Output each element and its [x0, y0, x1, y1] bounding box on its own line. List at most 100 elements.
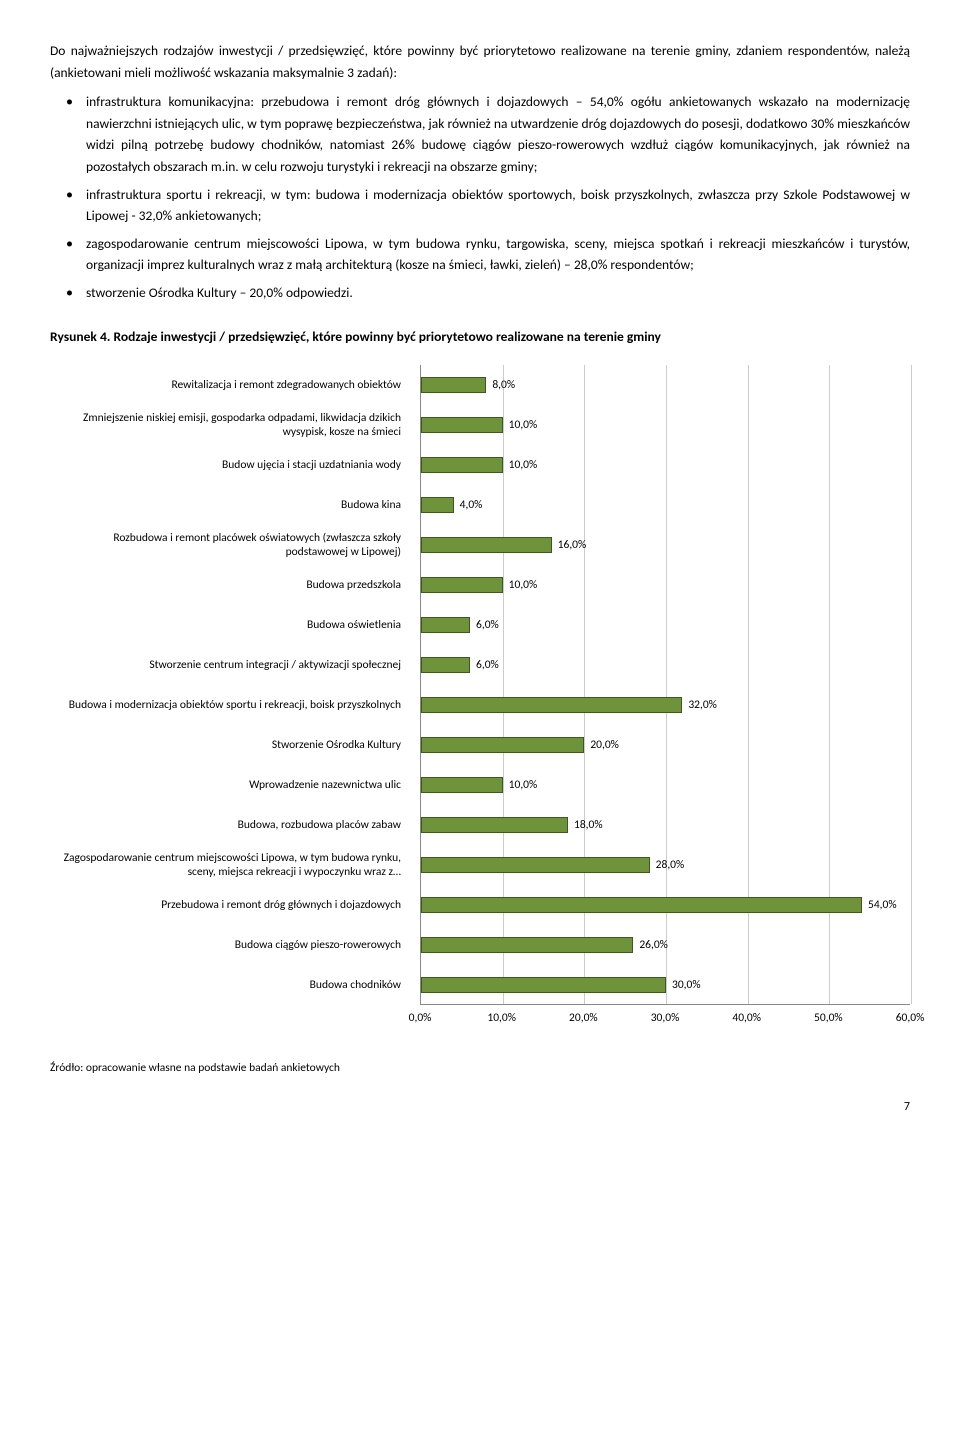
- chart-category-label: Budowa kina: [51, 498, 411, 512]
- chart-bar-fill: [421, 697, 682, 713]
- chart-value-label: 16,0%: [558, 536, 587, 554]
- chart-bar: 30,0%: [421, 977, 701, 993]
- chart-row: Budow ujęcia i stacji uzdatniania wody 10…: [51, 445, 910, 485]
- chart-category-label: Wprowadzenie nazewnictwa ulic: [51, 778, 411, 792]
- chart-row: Budowa, rozbudowa placów zabaw 18,0%: [51, 805, 910, 845]
- chart-category-label: Budowa i modernizacja obiektów sportu i …: [51, 698, 411, 712]
- chart-row: Zmniejszenie niskiej emisji, gospodarka …: [51, 405, 910, 445]
- chart-category-label: Budowa, rozbudowa placów zabaw: [51, 818, 411, 832]
- chart-bar-fill: [421, 577, 503, 593]
- chart-row: Budowa chodników 30,0%: [51, 965, 910, 1005]
- chart-value-label: 8,0%: [492, 376, 515, 394]
- chart-row: Rozbudowa i remont placówek oświatowych …: [51, 525, 910, 565]
- chart-row: Rewitalizacja i remont zdegradowanych ob…: [51, 365, 910, 405]
- chart-bar-fill: [421, 457, 503, 473]
- chart-category-label: Stworzenie Ośrodka Kultury: [51, 738, 411, 752]
- chart-bar-fill: [421, 417, 503, 433]
- chart-value-label: 54,0%: [868, 896, 897, 914]
- chart-row: Przebudowa i remont dróg głównych i doja…: [51, 885, 910, 925]
- chart-value-label: 4,0%: [460, 496, 483, 514]
- list-item: infrastruktura komunikacyjna: przebudowa…: [50, 91, 910, 177]
- chart-bar: 10,0%: [421, 777, 537, 793]
- chart-x-tick: 0,0%: [409, 1009, 432, 1027]
- chart-row: Stworzenie Ośrodka Kultury 20,0%: [51, 725, 910, 765]
- chart-x-tick: 40,0%: [732, 1009, 761, 1027]
- chart-category-label: Zagospodarowanie centrum miejscowości Li…: [51, 851, 411, 880]
- chart-x-tick: 20,0%: [569, 1009, 598, 1027]
- chart-row: Wprowadzenie nazewnictwa ulic 10,0%: [51, 765, 910, 805]
- chart-bar: 54,0%: [421, 897, 897, 913]
- chart-category-label: Przebudowa i remont dróg głównych i doja…: [51, 898, 411, 912]
- chart-bar-fill: [421, 817, 568, 833]
- chart-value-label: 10,0%: [509, 776, 538, 794]
- chart-x-axis: 0,0%10,0%20,0%30,0%40,0%50,0%60,0%: [420, 1005, 910, 1029]
- chart-bar: 26,0%: [421, 937, 668, 953]
- chart-bar-fill: [421, 977, 666, 993]
- figure-title: Rysunek 4. Rodzaje inwestycji / przedsię…: [50, 326, 910, 348]
- chart-value-label: 6,0%: [476, 656, 499, 674]
- bar-chart: Rewitalizacja i remont zdegradowanych ob…: [50, 365, 910, 1029]
- chart-bar-fill: [421, 737, 584, 753]
- chart-row: Budowa przedszkola 10,0%: [51, 565, 910, 605]
- chart-bar-fill: [421, 857, 650, 873]
- chart-category-label: Zmniejszenie niskiej emisji, gospodarka …: [51, 411, 411, 440]
- chart-value-label: 10,0%: [509, 576, 538, 594]
- chart-row: Zagospodarowanie centrum miejscowości Li…: [51, 845, 910, 885]
- chart-value-label: 10,0%: [509, 456, 538, 474]
- chart-row: Budowa oświetlenia 6,0%: [51, 605, 910, 645]
- chart-bar-fill: [421, 897, 862, 913]
- chart-bar: 8,0%: [421, 377, 515, 393]
- chart-category-label: Budow ujęcia i stacji uzdatniania wody: [51, 458, 411, 472]
- intro-paragraph: Do najważniejszych rodzajów inwestycji /…: [50, 40, 910, 83]
- chart-bar: 28,0%: [421, 857, 684, 873]
- chart-bar-fill: [421, 497, 454, 513]
- source-note: Źródło: opracowanie własne na podstawie …: [50, 1059, 910, 1077]
- chart-x-tick: 50,0%: [814, 1009, 843, 1027]
- chart-gridline: [911, 365, 912, 1004]
- chart-value-label: 26,0%: [639, 936, 668, 954]
- chart-x-tick: 10,0%: [487, 1009, 516, 1027]
- page-number: 7: [50, 1098, 910, 1117]
- chart-category-label: Budowa chodników: [51, 978, 411, 992]
- chart-bar: 4,0%: [421, 497, 482, 513]
- chart-row: Budowa kina 4,0%: [51, 485, 910, 525]
- chart-bar: 16,0%: [421, 537, 586, 553]
- chart-bar-fill: [421, 537, 552, 553]
- chart-plot-area: Rewitalizacja i remont zdegradowanych ob…: [420, 365, 910, 1005]
- chart-x-tick: 60,0%: [896, 1009, 925, 1027]
- chart-row: Stworzenie centrum integracji / aktywiza…: [51, 645, 910, 685]
- chart-category-label: Rozbudowa i remont placówek oświatowych …: [51, 531, 411, 560]
- chart-value-label: 20,0%: [590, 736, 619, 754]
- chart-bar-fill: [421, 657, 470, 673]
- chart-bar-fill: [421, 777, 503, 793]
- chart-category-label: Rewitalizacja i remont zdegradowanych ob…: [51, 378, 411, 392]
- chart-bar: 20,0%: [421, 737, 619, 753]
- list-item: stworzenie Ośrodka Kultury – 20,0% odpow…: [50, 282, 910, 304]
- chart-bar: 10,0%: [421, 577, 537, 593]
- bullet-list: infrastruktura komunikacyjna: przebudowa…: [50, 91, 910, 303]
- chart-value-label: 10,0%: [509, 416, 538, 434]
- chart-category-label: Budowa ciągów pieszo-rowerowych: [51, 938, 411, 952]
- chart-bar: 18,0%: [421, 817, 603, 833]
- chart-value-label: 32,0%: [688, 696, 717, 714]
- chart-bar: 10,0%: [421, 457, 537, 473]
- chart-value-label: 28,0%: [656, 856, 685, 874]
- chart-category-label: Stworzenie centrum integracji / aktywiza…: [51, 658, 411, 672]
- chart-value-label: 6,0%: [476, 616, 499, 634]
- chart-row: Budowa ciągów pieszo-rowerowych 26,0%: [51, 925, 910, 965]
- chart-x-tick: 30,0%: [651, 1009, 680, 1027]
- chart-bar: 32,0%: [421, 697, 717, 713]
- chart-value-label: 30,0%: [672, 976, 701, 994]
- chart-bar: 6,0%: [421, 657, 499, 673]
- chart-category-label: Budowa oświetlenia: [51, 618, 411, 632]
- chart-bar: 10,0%: [421, 417, 537, 433]
- list-item: infrastruktura sportu i rekreacji, w tym…: [50, 184, 910, 227]
- chart-bar-fill: [421, 377, 486, 393]
- chart-bar-fill: [421, 937, 633, 953]
- chart-category-label: Budowa przedszkola: [51, 578, 411, 592]
- list-item: zagospodarowanie centrum miejscowości Li…: [50, 233, 910, 276]
- chart-value-label: 18,0%: [574, 816, 603, 834]
- chart-row: Budowa i modernizacja obiektów sportu i …: [51, 685, 910, 725]
- chart-bar-fill: [421, 617, 470, 633]
- chart-bar: 6,0%: [421, 617, 499, 633]
